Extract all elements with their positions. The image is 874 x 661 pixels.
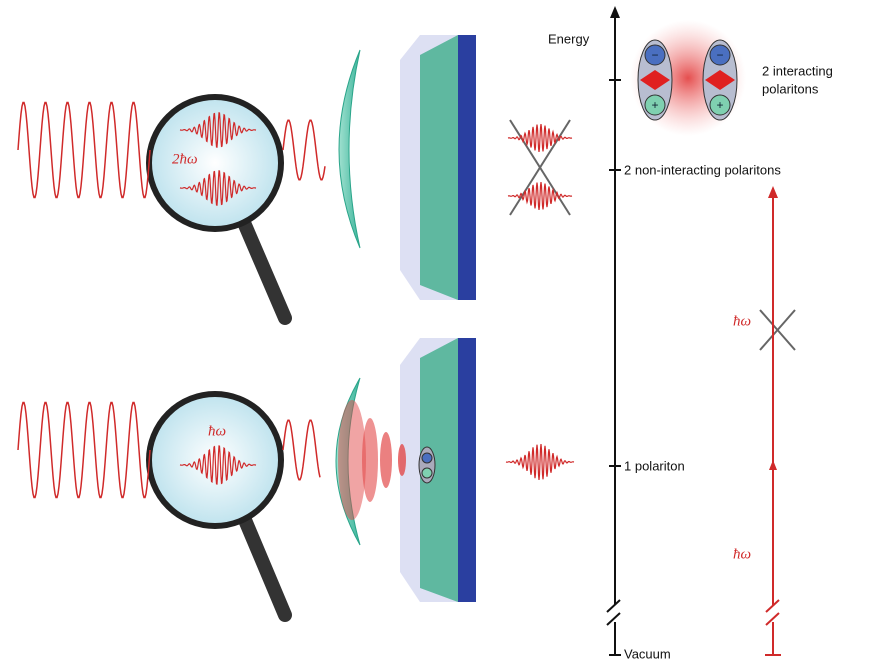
wave-packet [508, 124, 572, 152]
artwork [149, 6, 795, 655]
charge: + [716, 98, 723, 112]
diagram: Energy 2 interacting polaritons 2 non-in… [0, 0, 874, 661]
transition [765, 196, 781, 655]
lens [339, 50, 360, 248]
photon-label: ħω [733, 546, 751, 562]
cavity-slab [420, 35, 458, 300]
focused-beam [338, 400, 406, 520]
wave-packet [506, 444, 574, 480]
charge: + [651, 98, 658, 112]
wave-packet [508, 182, 572, 210]
energy-axis [607, 14, 621, 655]
photon-label: ħω [208, 423, 226, 439]
level-label: 1 polariton [624, 458, 685, 473]
level-label: Vacuum [624, 646, 671, 661]
mirror [458, 35, 476, 300]
level-label: polaritons [762, 81, 819, 96]
level-label: 2 interacting [762, 63, 833, 78]
light-wave [283, 120, 325, 179]
light-wave [283, 420, 320, 479]
photon-label: 2ħω [172, 151, 198, 167]
cross [510, 120, 795, 350]
mirror [458, 338, 476, 602]
photon-label: ħω [733, 313, 751, 329]
handle [245, 520, 285, 615]
light-wave [18, 103, 150, 198]
charge: − [716, 48, 723, 62]
level-label: 2 non-interacting polaritons [624, 162, 781, 177]
axis-label: Energy [548, 31, 590, 46]
charge: − [651, 48, 658, 62]
light-wave [18, 403, 150, 498]
handle [245, 225, 285, 318]
